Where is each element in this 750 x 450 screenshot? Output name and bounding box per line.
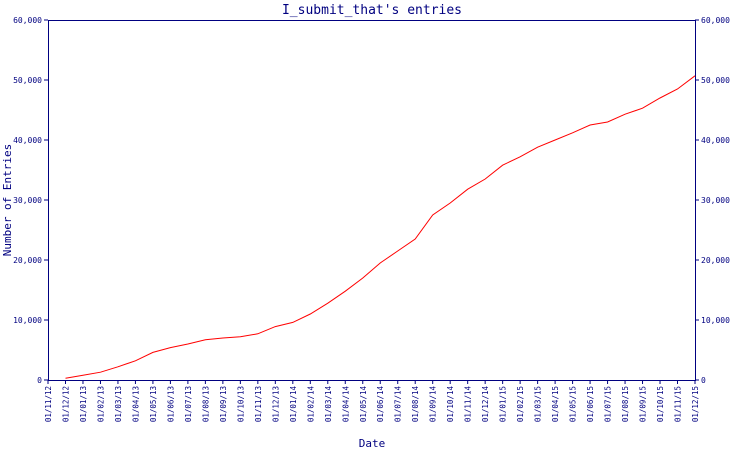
x-tick-label: 01/10/14 [446, 386, 455, 423]
x-tick-label: 01/06/13 [166, 386, 175, 422]
x-tick-label: 01/03/13 [114, 386, 123, 422]
y-tick-label-right: 0 [701, 376, 706, 385]
x-tick-label: 01/10/15 [656, 386, 665, 422]
x-tick-label: 01/04/15 [551, 386, 560, 422]
x-tick-label: 01/12/12 [61, 386, 70, 422]
x-tick-label: 01/07/15 [604, 386, 613, 422]
x-tick-label: 01/07/13 [184, 386, 193, 422]
x-tick-label: 01/02/14 [306, 386, 315, 423]
y-tick-label: 30,000 [13, 196, 42, 205]
y-axis-label: Number of Entries [1, 144, 14, 257]
x-tick-label: 01/08/13 [201, 386, 210, 422]
x-tick-label: 01/04/14 [341, 386, 350, 423]
x-tick-label: 01/08/14 [411, 386, 420, 423]
x-tick-label: 01/11/13 [254, 386, 263, 422]
x-tick-label: 01/03/14 [324, 386, 333, 423]
x-tick-label: 01/05/13 [149, 386, 158, 422]
chart-title: I_submit_that's entries [282, 3, 462, 18]
x-tick-label: 01/12/13 [271, 386, 280, 422]
x-tick-label: 01/09/14 [429, 386, 438, 423]
x-tick-label: 01/04/13 [131, 386, 140, 422]
x-tick-label: 01/11/15 [674, 386, 683, 422]
x-tick-label: 01/12/14 [481, 386, 490, 423]
x-tick-label: 01/01/14 [289, 386, 298, 423]
y-axis-left: 0 10,000 20,000 30,000 40,000 50,000 60,000 [13, 16, 48, 385]
y-tick-label: 20,000 [13, 256, 42, 265]
y-tick-label-right: 60,000 [701, 16, 730, 25]
y-tick-label: 10,000 [13, 316, 42, 325]
x-tick-label: 01/02/13 [96, 386, 105, 422]
plot-frame [48, 20, 696, 381]
x-axis: 01/11/12 01/12/12 01/01/13 01/02/13 01/03/13… [44, 380, 700, 422]
x-tick-label: 01/07/14 [394, 386, 403, 423]
x-tick-label: 01/01/15 [499, 386, 508, 422]
y-tick-label: 40,000 [13, 136, 42, 145]
x-tick-label: 01/06/15 [586, 386, 595, 422]
y-tick-label-right: 30,000 [701, 196, 730, 205]
series-line-0 [65, 75, 696, 379]
y-axis-right: 0 10,000 20,000 30,000 40,000 50,000 60,000 [695, 16, 730, 385]
x-tick-label: 01/08/15 [621, 386, 630, 422]
y-tick-label: 0 [37, 376, 42, 385]
x-axis-label: Date [359, 437, 386, 450]
series-layer [65, 75, 696, 379]
x-tick-label: 01/12/15 [691, 386, 700, 422]
y-tick-label-right: 40,000 [701, 136, 730, 145]
y-tick-label: 50,000 [13, 76, 42, 85]
y-tick-label-right: 20,000 [701, 256, 730, 265]
x-tick-label: 01/10/13 [236, 386, 245, 422]
x-tick-label: 01/05/14 [359, 386, 368, 423]
y-tick-label-right: 10,000 [701, 316, 730, 325]
x-tick-label: 01/02/15 [516, 386, 525, 422]
x-tick-label: 01/06/14 [376, 386, 385, 423]
x-tick-label: 01/09/13 [219, 386, 228, 422]
x-tick-label: 01/11/12 [44, 386, 53, 422]
y-tick-label: 60,000 [13, 16, 42, 25]
y-tick-label-right: 50,000 [701, 76, 730, 85]
x-tick-label: 01/11/14 [464, 386, 473, 423]
x-tick-label: 01/01/13 [79, 386, 88, 422]
x-tick-label: 01/09/15 [639, 386, 648, 422]
x-tick-label: 01/05/15 [569, 386, 578, 422]
x-tick-label: 01/03/15 [534, 386, 543, 422]
